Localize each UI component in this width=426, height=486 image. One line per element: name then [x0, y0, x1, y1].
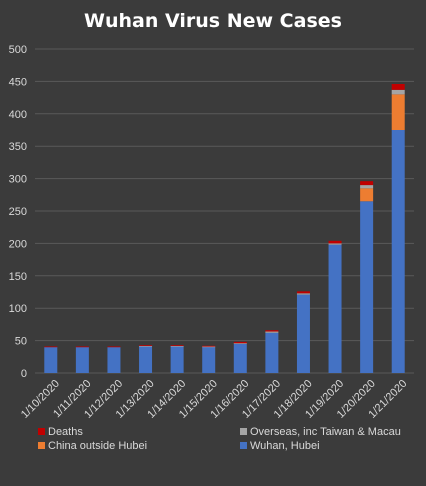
legend: Deaths Overseas, inc Taiwan & Macau China … [38, 426, 401, 452]
bar-deaths-0 [44, 346, 58, 348]
bar-overseas-inc-taiwan-macau-10 [360, 185, 374, 189]
bar-overseas-inc-taiwan-macau-3 [139, 345, 153, 347]
bar-overseas-inc-taiwan-macau-6 [233, 343, 247, 344]
y-tick-label: 150 [9, 271, 27, 283]
bar-wuhan-hubei-6 [233, 343, 247, 373]
bar-deaths-9 [328, 240, 342, 244]
bar-deaths-2 [107, 346, 121, 348]
bar-deaths-10 [360, 181, 374, 186]
bar-overseas-inc-taiwan-macau-8 [296, 293, 310, 295]
bar-wuhan-hubei-0 [44, 347, 58, 373]
y-axis-ticks: 0 50 100 150 200 250 300 350 400 450 500 [9, 44, 27, 380]
y-tick-label: 300 [9, 174, 27, 186]
bar-overseas-inc-taiwan-macau-7 [265, 331, 279, 333]
legend-label: China outside Hubei [48, 440, 147, 452]
bar-wuhan-hubei-7 [265, 332, 279, 373]
bar-china-outside-hubei-10 [360, 188, 374, 202]
y-tick-label: 350 [9, 141, 27, 153]
bar-wuhan-hubei-5 [202, 347, 216, 373]
bar-wuhan-hubei-4 [170, 346, 184, 373]
bar-overseas-inc-taiwan-macau-11 [391, 89, 405, 95]
bar-overseas-inc-taiwan-macau-4 [170, 345, 184, 347]
bar-deaths-1 [75, 346, 89, 348]
bar-wuhan-hubei-2 [107, 347, 121, 373]
legend-swatch [240, 442, 247, 449]
bar-overseas-inc-taiwan-macau-9 [328, 243, 342, 245]
bar-deaths-7 [265, 330, 279, 332]
legend-swatch [38, 442, 45, 449]
y-tick-label: 500 [9, 44, 27, 56]
bar-deaths-3 [139, 345, 153, 346]
bar-wuhan-hubei-3 [139, 346, 153, 373]
legend-swatch [38, 428, 45, 435]
bar-deaths-8 [296, 291, 310, 294]
gridlines [35, 48, 414, 374]
y-tick-label: 450 [9, 76, 27, 88]
y-tick-label: 200 [9, 238, 27, 250]
bar-deaths-6 [233, 341, 247, 344]
bar-deaths-5 [202, 345, 216, 347]
bar-deaths-4 [170, 345, 184, 346]
chart-title: Wuhan Virus New Cases [84, 10, 342, 32]
bar-wuhan-hubei-9 [328, 244, 342, 373]
bar-wuhan-hubei-11 [391, 130, 405, 373]
legend-label: Overseas, inc Taiwan & Macau [250, 426, 401, 438]
y-tick-label: 400 [9, 109, 27, 121]
y-tick-label: 50 [15, 336, 27, 348]
legend-swatch [240, 428, 247, 435]
bar-wuhan-hubei-10 [360, 201, 374, 373]
bar-deaths-11 [391, 83, 405, 90]
bar-overseas-inc-taiwan-macau-5 [202, 346, 216, 348]
bars [44, 83, 405, 373]
legend-label: Wuhan, Hubei [250, 440, 320, 452]
legend-label: Deaths [48, 426, 83, 438]
x-axis-ticks: 1/10/20201/11/20201/12/20201/13/20201/14… [19, 378, 410, 421]
bar-wuhan-hubei-1 [75, 347, 89, 373]
y-tick-label: 0 [21, 368, 27, 380]
y-tick-label: 250 [9, 206, 27, 218]
y-tick-label: 100 [9, 303, 27, 315]
bar-wuhan-hubei-8 [296, 294, 310, 373]
bar-china-outside-hubei-11 [391, 94, 405, 130]
